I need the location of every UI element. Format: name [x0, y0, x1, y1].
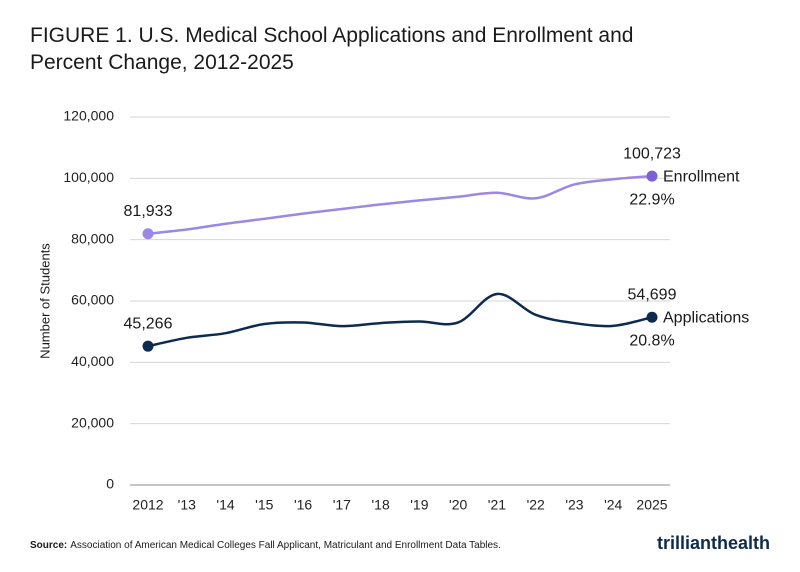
chart-title: FIGURE 1. U.S. Medical School Applicatio…	[30, 24, 633, 74]
change-label: 22.9%	[629, 191, 674, 208]
x-tick-label: '17	[333, 497, 351, 513]
x-tick-label: '20	[449, 497, 467, 513]
source: Source: Association of American Medical C…	[30, 540, 501, 551]
data-label: 81,933	[124, 203, 173, 220]
brand-part: trilliant	[657, 533, 717, 553]
y-tick-label: 60,000	[71, 292, 114, 308]
data-label: 54,699	[628, 286, 677, 303]
x-tick-label: 2012	[132, 497, 163, 513]
point	[142, 228, 154, 240]
change-label: 20.8%	[629, 332, 674, 349]
x-tick-label: '14	[216, 497, 234, 513]
point	[646, 311, 658, 323]
legend-label: Enrollment	[663, 168, 740, 185]
x-tick-label: '13	[178, 497, 196, 513]
y-tick-label: 100,000	[63, 169, 114, 185]
y-tick-label: 80,000	[71, 230, 114, 246]
x-tick-label: '16	[294, 497, 312, 513]
y-tick-label: 120,000	[63, 108, 114, 124]
x-tick-label: 2025	[636, 497, 667, 513]
y-tick-label: 0	[106, 476, 114, 492]
x-tick-label: '22	[527, 497, 545, 513]
source-label: Source:	[30, 540, 67, 551]
series-line	[147, 174, 653, 235]
data-label: 100,723	[623, 145, 681, 162]
x-tick-label: '24	[604, 497, 622, 513]
legend-label: Applications	[663, 309, 749, 326]
x-tick-label: '15	[255, 497, 273, 513]
series-line	[147, 292, 653, 348]
y-axis-label: Number of Students	[37, 243, 52, 359]
y-tick-label: 20,000	[71, 414, 114, 430]
x-tick-label: '18	[371, 497, 389, 513]
brand: trillianthealth	[657, 533, 770, 553]
source-text: Association of American Medical Colleges…	[70, 540, 501, 551]
point	[646, 170, 658, 182]
x-tick-label: '21	[488, 497, 506, 513]
data-label: 45,266	[124, 315, 173, 332]
x-tick-label: '19	[410, 497, 428, 513]
point	[142, 340, 154, 352]
brand-part: health	[717, 533, 770, 553]
x-tick-label: '23	[565, 497, 583, 513]
y-tick-label: 40,000	[71, 353, 114, 369]
